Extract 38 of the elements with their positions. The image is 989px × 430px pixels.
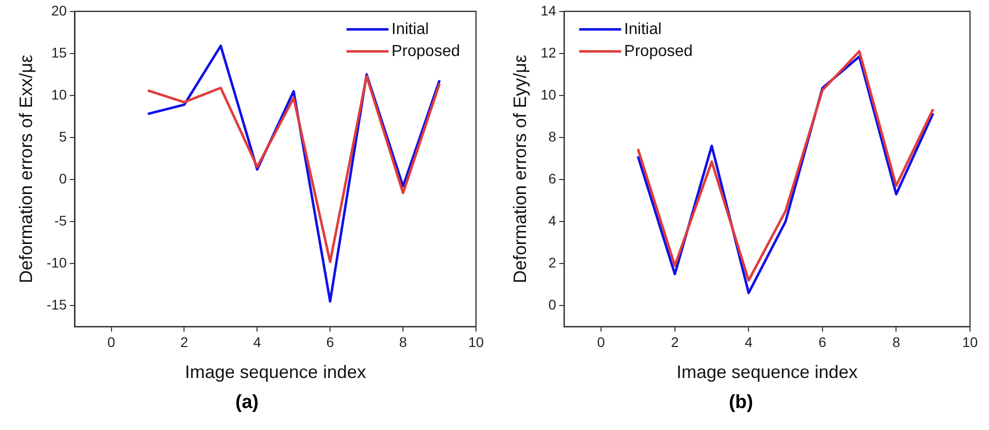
y-tick-label: 5 [59,128,68,144]
y-tick-label: 10 [51,86,68,102]
y-axis-title: Deformation errors of Eyy/με [510,54,530,284]
y-tick-label: 4 [548,212,556,228]
x-tick-label: 8 [399,334,408,350]
text: (a) [234,392,260,414]
y-tick-label: 14 [540,2,556,18]
y-tick-label: 20 [51,2,68,18]
x-tick-label: 0 [597,334,606,350]
x-tick-label: 10 [962,334,978,350]
legend-label: Initial [624,20,662,38]
x-tick-label: 6 [326,334,334,350]
x-tick-label: 8 [892,334,900,350]
x-tick-label: 10 [468,334,484,350]
y-tick-label: 10 [540,86,556,102]
legend-label: Initial [392,20,429,38]
y-tick-label: -10 [46,254,68,270]
y-axis-title: Deformation errors of Exx/με [16,54,36,284]
y-tick-label: 2 [548,254,556,270]
x-tick-label: 2 [180,334,188,350]
x-axis-title: Image sequence index [184,362,366,382]
legend-label: Proposed [392,42,460,60]
x-axis-title: Image sequence index [676,362,858,382]
y-tick-label: 15 [51,44,68,60]
x-tick-label: 4 [253,334,262,350]
legend-label: Proposed [624,42,693,60]
y-tick-label: -15 [46,296,68,312]
text: (b) [728,392,754,414]
x-tick-label: 6 [818,334,827,350]
y-tick-label: 6 [548,170,556,186]
x-tick-label: 0 [107,334,116,350]
x-tick-label: 4 [744,334,753,350]
y-tick-label: 8 [548,128,556,144]
y-tick-label: -5 [54,212,68,228]
y-tick-label: 0 [548,296,556,312]
y-tick-label: 0 [59,170,68,186]
x-tick-label: 2 [670,334,679,350]
y-tick-label: 12 [540,44,556,60]
